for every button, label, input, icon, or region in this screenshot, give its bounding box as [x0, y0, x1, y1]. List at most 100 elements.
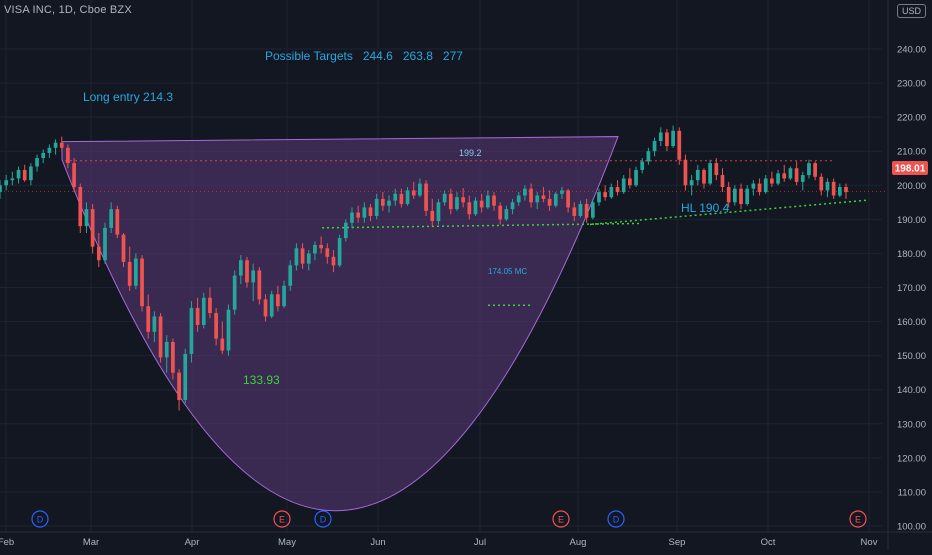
candle-body [553, 193, 558, 206]
candle-body [4, 180, 9, 186]
event-marker[interactable]: D [31, 510, 49, 528]
circle-letter-icon [31, 510, 49, 528]
event-marker[interactable]: E [552, 510, 570, 528]
y-tick-label: 150.00 [897, 351, 926, 362]
targets-annotation[interactable]: Possible Targets 244.6 263.8 277 [265, 49, 463, 63]
candle-body [158, 316, 163, 358]
candle-body [288, 265, 293, 286]
x-tick-label: Aug [570, 537, 587, 548]
candle-body [825, 181, 830, 191]
candle-body [566, 190, 570, 208]
candle-body [776, 173, 780, 184]
candle-body [78, 186, 83, 227]
candle-body [214, 313, 218, 339]
candle-body [66, 147, 70, 164]
candle-body [387, 200, 391, 206]
y-tick-label: 110.00 [898, 487, 926, 498]
candle-body [683, 159, 688, 186]
candle-body [831, 181, 836, 196]
candle-body [665, 132, 669, 147]
x-tick-label: Nov [861, 537, 878, 548]
candle-body [807, 163, 811, 176]
time-axis[interactable]: Feb Mar Apr May Jun Jul Aug Sep Oct Nov [0, 537, 878, 548]
event-marker[interactable]: E [273, 510, 291, 528]
candle-body [492, 195, 496, 206]
low-annotation[interactable]: 133.93 [243, 373, 280, 387]
current-price-tag: 198.01 [892, 161, 928, 175]
candle-body [337, 238, 342, 266]
candle-body [436, 202, 441, 222]
circle-letter-icon [273, 510, 291, 528]
candle-body [109, 209, 114, 228]
price-axis[interactable]: 100.00 110.00 120.00 130.00 140.00 150.00 160.… [897, 45, 926, 533]
long-entry-annotation[interactable]: Long entry 214.3 [83, 90, 173, 104]
candle-body [819, 176, 824, 191]
event-marker[interactable]: D [607, 510, 625, 528]
candle-body [306, 253, 311, 264]
event-marker[interactable]: E [849, 510, 867, 528]
y-tick-label: 140.00 [897, 385, 926, 396]
candle-body [720, 175, 725, 187]
candle-body [671, 130, 675, 147]
high-199-annotation[interactable]: 199.2 [459, 148, 482, 158]
candle-body [455, 197, 459, 210]
candle-body [442, 193, 447, 203]
y-tick-label: 180.00 [897, 249, 926, 260]
candle-body [523, 188, 527, 196]
candle-body [35, 158, 39, 167]
x-tick-label: Jun [370, 537, 385, 548]
candle-body [473, 200, 478, 215]
candle-body [84, 209, 89, 227]
hl-annotation[interactable]: HL 190.4 [681, 201, 730, 215]
candle-body [251, 270, 256, 283]
candle-body [269, 294, 274, 317]
candle-body [448, 193, 453, 210]
candle-body [350, 212, 354, 223]
candle-body [245, 260, 249, 283]
symbol-title[interactable]: VISA INC, 1D, Cboe BZX [4, 4, 132, 16]
candle-body [516, 195, 521, 203]
candle-body [16, 169, 21, 179]
y-tick-label: 100.00 [897, 522, 926, 533]
candle-body [498, 205, 503, 220]
candle-body [257, 270, 262, 300]
candle-body [121, 234, 126, 262]
cup-pattern-drawing[interactable] [61, 136, 619, 512]
candle-body [584, 204, 589, 218]
x-tick-label: Oct [761, 537, 776, 548]
candle-body [183, 353, 188, 400]
currency-button[interactable]: USD [896, 4, 926, 18]
cup-shape[interactable] [61, 136, 619, 512]
candle-body [72, 163, 76, 187]
candle-body [177, 372, 181, 400]
candle-body [634, 169, 638, 186]
event-marker[interactable]: D [314, 510, 332, 528]
candle-body [529, 188, 533, 203]
candle-body [689, 180, 694, 186]
candle-body [757, 183, 762, 193]
candle-body [189, 307, 194, 354]
x-tick-label: Mar [83, 537, 99, 548]
event-marker-label: E [279, 515, 285, 525]
x-tick-label: May [278, 537, 296, 548]
candle-body [220, 338, 225, 351]
y-tick-label: 240.00 [897, 45, 926, 56]
candle-body [356, 212, 361, 218]
y-tick-label: 200.00 [897, 181, 926, 192]
candle-body [300, 248, 305, 264]
candle-body [547, 198, 552, 206]
mc-annotation[interactable]: 174.05 MC [488, 267, 527, 276]
candle-body [399, 193, 404, 205]
candle-body [578, 204, 583, 216]
candle-body [171, 342, 175, 373]
range-support-line[interactable] [321, 222, 641, 229]
candle-body [195, 307, 200, 325]
rising-support-line[interactable] [589, 199, 867, 226]
circle-letter-icon [314, 510, 332, 528]
y-tick-label: 120.00 [897, 453, 926, 464]
candle-body [208, 297, 212, 314]
candle-body [597, 192, 601, 203]
